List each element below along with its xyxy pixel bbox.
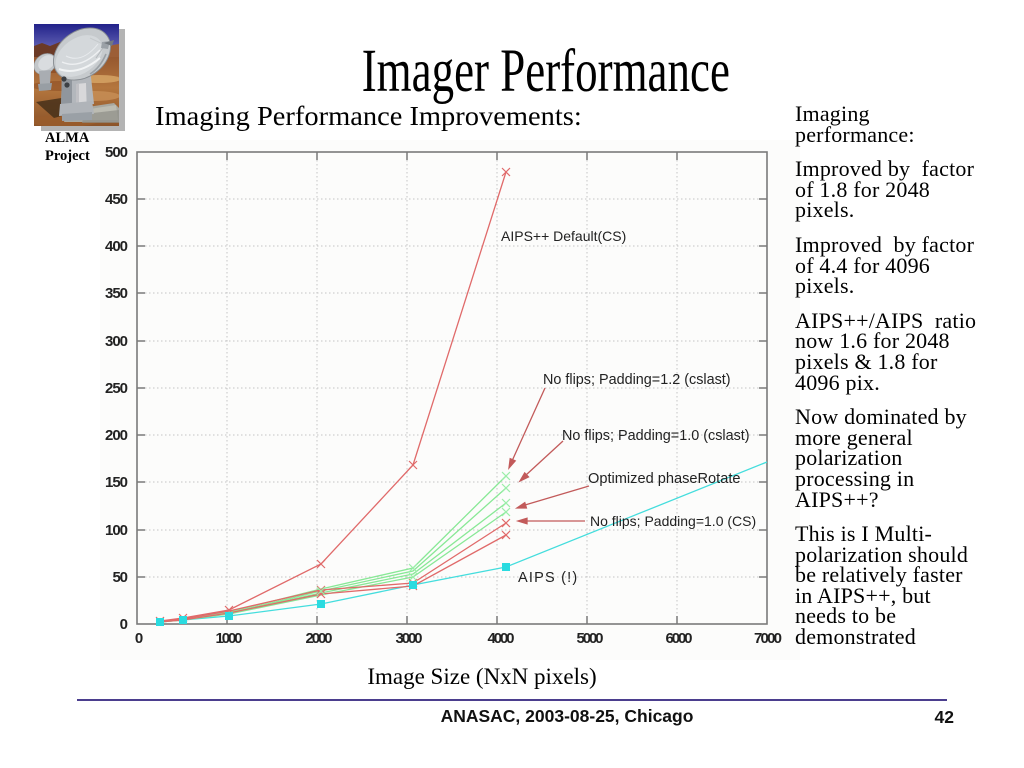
svg-text:5000: 5000 [577,630,604,647]
svg-text:AIPS++ Default(CS): AIPS++ Default(CS) [501,228,626,244]
svg-text:4000: 4000 [488,630,515,647]
svg-text:7000: 7000 [754,630,782,647]
svg-text:6000: 6000 [666,630,693,647]
svg-text:300: 300 [105,333,128,350]
svg-text:2000: 2000 [306,630,333,647]
svg-text:400: 400 [105,238,128,255]
svg-text:No flips; Padding=1.0 (cslast): No flips; Padding=1.0 (cslast) [562,428,750,444]
svg-text:100: 100 [105,522,128,539]
svg-text:AIPS (!): AIPS (!) [518,570,578,586]
svg-text:1000: 1000 [216,630,243,647]
svg-text:3000: 3000 [396,630,423,647]
svg-text:Optimized phaseRotate: Optimized phaseRotate [588,471,741,487]
svg-text:450: 450 [105,191,128,208]
svg-text:No flips; Padding=1.2 (cslast): No flips; Padding=1.2 (cslast) [543,372,731,388]
svg-text:0: 0 [135,630,143,647]
svg-text:500: 500 [105,144,128,161]
svg-text:No flips; Padding=1.0 (CS): No flips; Padding=1.0 (CS) [590,513,756,529]
svg-text:150: 150 [105,474,128,491]
svg-text:0: 0 [120,616,128,633]
svg-text:200: 200 [105,427,128,444]
svg-text:350: 350 [105,285,128,302]
svg-text:250: 250 [105,380,128,397]
svg-text:50: 50 [113,569,129,586]
